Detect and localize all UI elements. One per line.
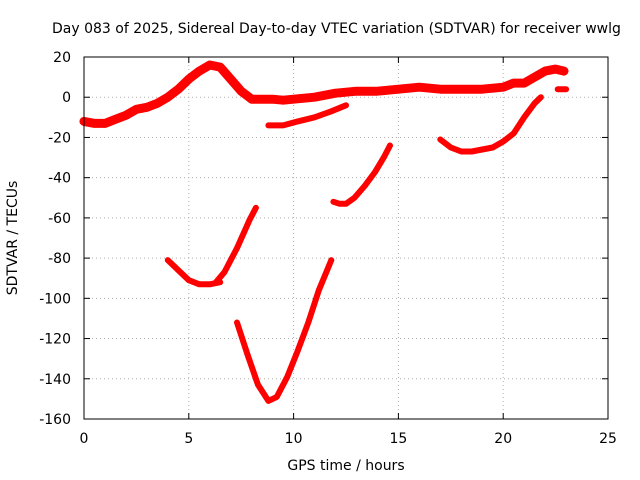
y-axis-title: SDTVAR / TECUs <box>5 181 21 296</box>
x-tick-label: 20 <box>494 431 512 447</box>
y-tick-label: -40 <box>48 171 71 187</box>
series-segment-10h <box>265 102 349 129</box>
chart-title: Day 083 of 2025, Sidereal Day-to-day VTE… <box>52 21 621 37</box>
x-tick-label: 5 <box>184 431 193 447</box>
traces <box>79 60 570 404</box>
plot-frame <box>83 56 609 420</box>
y-tick-label: 0 <box>62 90 71 106</box>
y-tick-labels: -160 -140 -120 -100 -80 -60 -40 -20 0 20 <box>39 50 71 428</box>
y-tick-label: -160 <box>39 412 71 428</box>
y-tick-label: -120 <box>39 332 71 348</box>
series-segment-17-22h <box>437 94 544 155</box>
y-tick-label: -20 <box>48 130 71 146</box>
series-segment-12-15h <box>330 142 393 207</box>
series-segment-6-8h <box>213 204 259 286</box>
y-tick-label: -100 <box>39 291 71 307</box>
x-tick-label: 10 <box>285 431 303 447</box>
x-tick-labels: 0 5 10 15 20 25 <box>80 431 617 447</box>
ticks <box>83 56 609 420</box>
series-segment-7-12h <box>234 257 335 404</box>
grid <box>84 57 608 419</box>
x-tick-label: 15 <box>389 431 407 447</box>
y-tick-label: -140 <box>39 372 71 388</box>
y-tick-label: -60 <box>48 211 71 227</box>
x-tick-label: 25 <box>599 431 617 447</box>
series-upper-band <box>79 60 569 128</box>
series-segment-4-6h <box>164 257 224 288</box>
y-tick-label: -80 <box>48 251 71 267</box>
x-axis-title: GPS time / hours <box>287 458 404 474</box>
y-tick-label: 20 <box>53 50 71 66</box>
x-tick-label: 0 <box>80 431 89 447</box>
